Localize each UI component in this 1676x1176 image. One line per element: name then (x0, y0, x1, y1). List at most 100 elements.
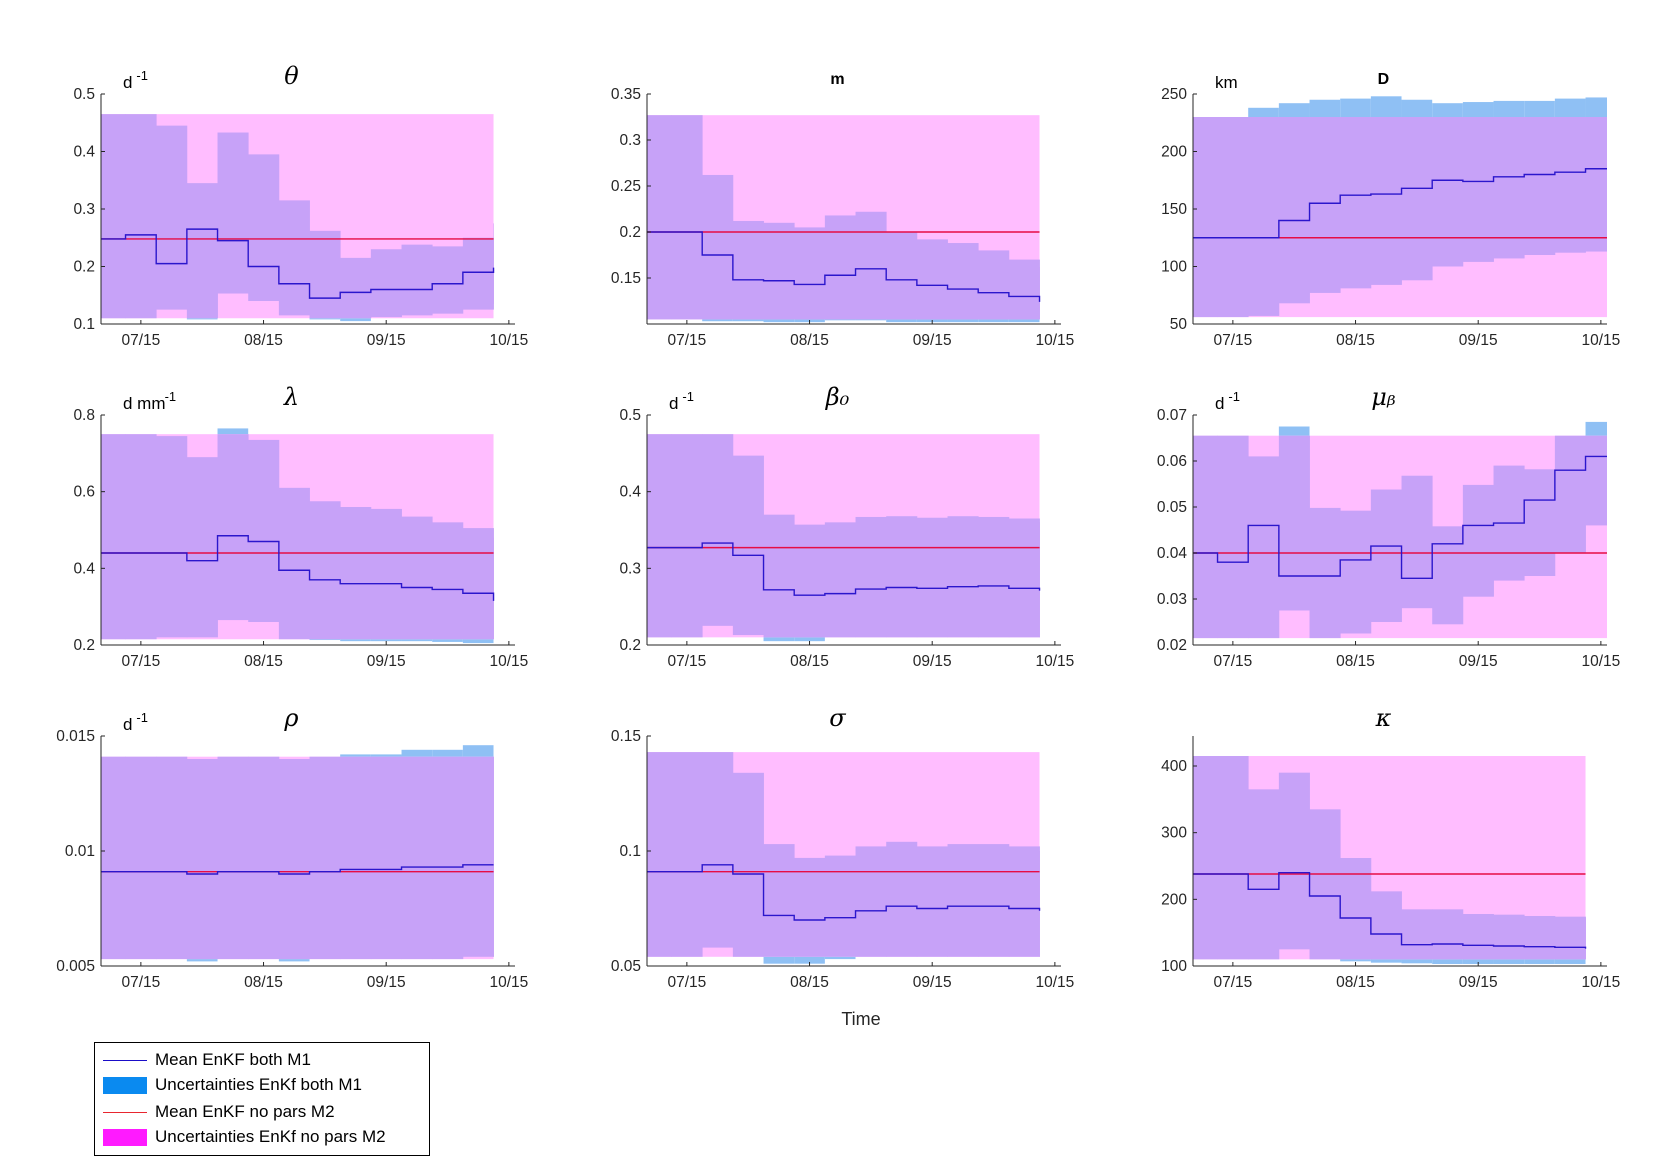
y-tick-label: 0.15 (611, 270, 641, 287)
m1-m2-overlap-step (1278, 772, 1310, 950)
x-tick-label: 09/15 (913, 332, 952, 349)
m1-m2-overlap-step (647, 434, 672, 638)
x-axis-label: Time (841, 1009, 880, 1029)
y-tick-label: 0.25 (611, 178, 641, 195)
plot-area (647, 434, 1041, 642)
m1-band-below-step (794, 637, 825, 642)
x-tick-label: 08/15 (790, 974, 829, 991)
m1-band-below-step (763, 637, 795, 642)
subplot-title: β₀ (825, 383, 850, 411)
subplot-9: 100 200 300 400 07/15 08/15 09/15 10/15 κ (1161, 704, 1620, 991)
y-tick-label: 250 (1161, 86, 1187, 103)
legend-item-m2-uncertainty: Uncertainties EnKf no pars M2 (95, 1125, 386, 1149)
x-tick-label: 10/15 (489, 653, 528, 670)
m1-mean-line (1193, 871, 1587, 949)
unit-label: d (669, 394, 678, 413)
y-tick-label: 400 (1161, 758, 1187, 775)
legend-label-m2-uncertainty: Uncertainties EnKf no pars M2 (155, 1127, 386, 1146)
m1-band-above-step (401, 749, 433, 757)
m1-m2-overlap-step (978, 516, 1010, 638)
m1-m2-overlap-step (217, 756, 249, 960)
m1-m2-overlap-step (916, 846, 948, 957)
m1-m2-overlap-step (855, 516, 887, 638)
subplot-8: 0.05 0.1 0.15 07/15 08/15 09/15 10/15 σ (611, 704, 1074, 991)
m1-m2-overlap-step (702, 434, 734, 626)
m1-band-below-step (340, 318, 371, 322)
m1-m2-overlap-step (702, 174, 734, 320)
m1-band-below-step (1524, 959, 1555, 964)
m1-band-above-step (1370, 96, 1402, 117)
x-tick-label: 10/15 (1035, 974, 1074, 991)
m1-m2-overlap-step (1401, 909, 1433, 960)
plot-area (647, 752, 1041, 964)
unit-exponent: -1 (682, 389, 694, 404)
y-tick-label: 0.07 (1157, 407, 1187, 424)
m1-mean-line (647, 864, 1041, 921)
m1-m2-overlap-step (370, 249, 402, 318)
m1-band-above-step (1462, 102, 1494, 117)
m1-band-below-step (340, 639, 371, 642)
x-tick-label: 10/15 (489, 332, 528, 349)
m1-m2-overlap-step (101, 434, 126, 640)
x-tick-label: 08/15 (244, 974, 283, 991)
m1-m2-overlap-step (978, 844, 1010, 957)
unit-label: km (1215, 73, 1238, 92)
y-tick-label: 0.8 (73, 407, 95, 424)
m1-m2-overlap-step (125, 434, 157, 640)
m1-m2-overlap-step (1008, 518, 1040, 638)
m1-mean-line (1193, 455, 1607, 579)
m1-m2-overlap-step (186, 759, 218, 960)
m1-m2-overlap-step (1524, 117, 1556, 255)
m1-band-above-step (370, 754, 402, 757)
m1-m2-overlap-step (671, 434, 703, 638)
m1-m2-overlap-step (1554, 117, 1586, 253)
legend-item-m1-mean: Mean EnKF both M1 (95, 1048, 311, 1072)
m1-band-below-step (732, 319, 764, 322)
m1-m2-overlap-step (1493, 117, 1525, 259)
m1-m2-overlap-step (1217, 756, 1249, 960)
x-tick-label: 08/15 (1336, 653, 1375, 670)
y-tick-label: 0.05 (1157, 499, 1187, 516)
m1-m2-overlap-step (432, 522, 464, 640)
m1-m2-overlap-step (1217, 117, 1249, 318)
m1-band-above-step (1309, 99, 1341, 117)
m1-band-below-step (1401, 959, 1433, 964)
m1-m2-overlap-step (978, 250, 1010, 320)
x-tick-label: 07/15 (121, 332, 160, 349)
m1-band-above-step (1401, 99, 1433, 117)
y-tick-label: 0.2 (73, 637, 95, 654)
m1-m2-overlap-step (370, 756, 402, 960)
m1-m2-overlap-step (370, 508, 402, 640)
subplot-title: μᵦ (1371, 383, 1396, 411)
y-tick-label: 0.15 (611, 728, 641, 745)
m1-band-below-step (186, 959, 218, 962)
legend: Mean EnKF both M1 Uncertainties EnKf bot… (94, 1042, 430, 1156)
x-tick-label: 08/15 (790, 653, 829, 670)
plot-area (1193, 756, 1587, 964)
x-tick-label: 10/15 (1035, 653, 1074, 670)
y-tick-label: 0.05 (611, 958, 641, 975)
m1-band-above-step (1340, 98, 1371, 117)
m1-band-below-step (432, 639, 463, 642)
unit-label: d mm (123, 394, 166, 413)
m1-m2-overlap-step (1524, 916, 1556, 960)
plot-area (1193, 421, 1607, 639)
y-tick-label: 0.1 (619, 843, 641, 860)
m1-band-above-step (1524, 100, 1555, 117)
m1-band-above-step (217, 428, 249, 435)
m1-m2-overlap-step (794, 524, 826, 638)
unit-exponent: -1 (165, 389, 177, 404)
y-tick-label: 0.02 (1157, 637, 1187, 654)
x-tick-label: 10/15 (489, 974, 528, 991)
m1-m2-overlap-step (401, 516, 433, 640)
m1-m2-overlap-step (1193, 435, 1218, 639)
y-tick-label: 0.3 (619, 560, 641, 577)
subplot-6: 0.02 0.03 0.04 0.05 0.06 0.07 07/15 08/15 09/15 1… (1157, 383, 1620, 670)
y-tick-label: 0.015 (56, 728, 95, 745)
m1-m2-overlap-step (916, 239, 948, 320)
m1-m2-overlap-step (1432, 526, 1464, 625)
plot-area (1193, 96, 1607, 318)
m1-m2-overlap-step (1462, 914, 1494, 960)
y-tick-label: 0.3 (619, 132, 641, 149)
m1-m2-overlap-step (763, 844, 795, 957)
